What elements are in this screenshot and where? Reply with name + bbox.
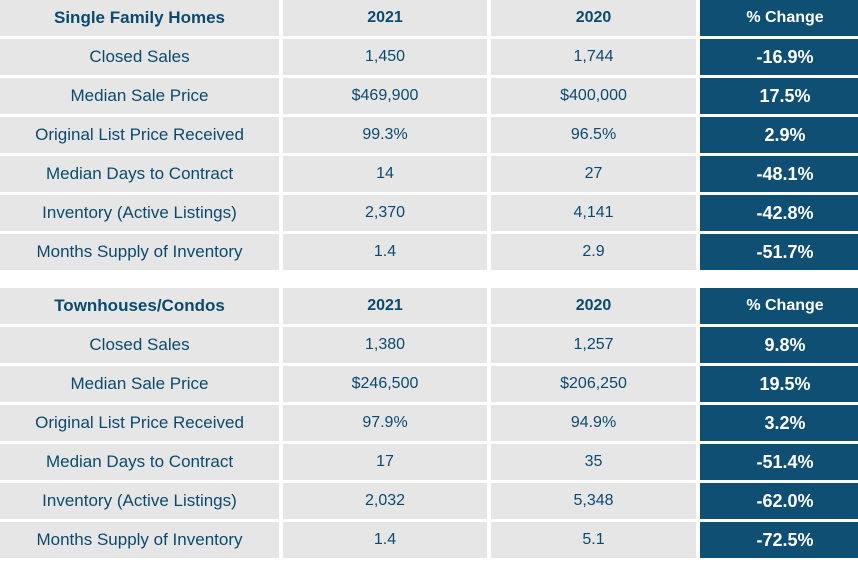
row-label-median-sale-price: Median Sale Price <box>0 78 279 114</box>
value-2020: 4,141 <box>491 195 696 231</box>
townhouses-condos-table: Townhouses/Condos 2021 2020 % Change Clo… <box>0 288 858 558</box>
value-2020: 35 <box>491 444 696 480</box>
value-change: 17.5% <box>700 78 858 114</box>
column-header-2020: 2020 <box>491 0 696 36</box>
column-header-2021: 2021 <box>283 0 487 36</box>
value-2021: 2,370 <box>283 195 487 231</box>
value-2020: 2.9 <box>491 234 696 270</box>
row-label-months-supply: Months Supply of Inventory <box>0 522 279 558</box>
value-change: -42.8% <box>700 195 858 231</box>
value-2021: 17 <box>283 444 487 480</box>
value-2020: 94.9% <box>491 405 696 441</box>
column-header-change: % Change <box>700 288 858 324</box>
value-2020: 5,348 <box>491 483 696 519</box>
row-label-months-supply: Months Supply of Inventory <box>0 234 279 270</box>
value-change: -51.4% <box>700 444 858 480</box>
value-2021: 99.3% <box>283 117 487 153</box>
table-title: Townhouses/Condos <box>0 288 279 324</box>
value-2020: $206,250 <box>491 366 696 402</box>
column-header-change: % Change <box>700 0 858 36</box>
value-2021: $469,900 <box>283 78 487 114</box>
value-2020: 1,744 <box>491 39 696 75</box>
value-change: -48.1% <box>700 156 858 192</box>
row-label-median-sale-price: Median Sale Price <box>0 366 279 402</box>
value-2021: 1.4 <box>283 522 487 558</box>
row-label-inventory: Inventory (Active Listings) <box>0 483 279 519</box>
value-2020: 1,257 <box>491 327 696 363</box>
single-family-homes-table: Single Family Homes 2021 2020 % Change C… <box>0 0 858 270</box>
row-label-median-days: Median Days to Contract <box>0 444 279 480</box>
column-header-2021: 2021 <box>283 288 487 324</box>
value-change: -16.9% <box>700 39 858 75</box>
row-label-inventory: Inventory (Active Listings) <box>0 195 279 231</box>
value-2021: 97.9% <box>283 405 487 441</box>
value-change: 9.8% <box>700 327 858 363</box>
column-header-2020: 2020 <box>491 288 696 324</box>
value-change: -62.0% <box>700 483 858 519</box>
value-2020: $400,000 <box>491 78 696 114</box>
value-2021: 1.4 <box>283 234 487 270</box>
value-2020: 27 <box>491 156 696 192</box>
value-2021: 1,380 <box>283 327 487 363</box>
value-2020: 5.1 <box>491 522 696 558</box>
value-2021: 14 <box>283 156 487 192</box>
value-2021: $246,500 <box>283 366 487 402</box>
table-title: Single Family Homes <box>0 0 279 36</box>
value-2021: 1,450 <box>283 39 487 75</box>
row-label-median-days: Median Days to Contract <box>0 156 279 192</box>
value-change: 3.2% <box>700 405 858 441</box>
value-2021: 2,032 <box>283 483 487 519</box>
row-label-closed-sales: Closed Sales <box>0 39 279 75</box>
row-label-original-list-price: Original List Price Received <box>0 405 279 441</box>
value-change: -51.7% <box>700 234 858 270</box>
value-change: 19.5% <box>700 366 858 402</box>
row-label-closed-sales: Closed Sales <box>0 327 279 363</box>
value-change: 2.9% <box>700 117 858 153</box>
value-change: -72.5% <box>700 522 858 558</box>
row-label-original-list-price: Original List Price Received <box>0 117 279 153</box>
value-2020: 96.5% <box>491 117 696 153</box>
